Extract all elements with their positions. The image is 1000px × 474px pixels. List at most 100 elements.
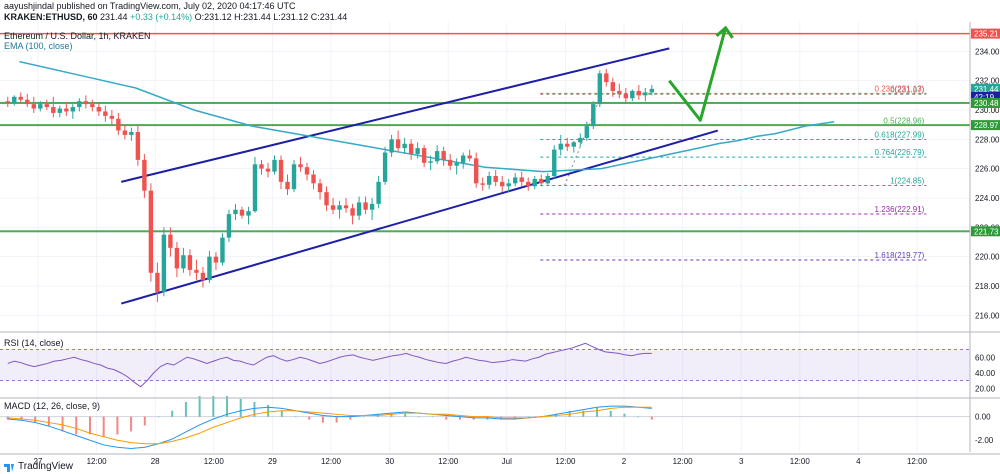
candle-body	[467, 155, 472, 159]
tradingview-icon	[4, 463, 14, 472]
macd-histogram-bar	[527, 416, 530, 418]
horizontal-levels	[0, 32, 970, 233]
x-tick-label: Jul	[502, 457, 512, 466]
candle-body	[500, 181, 505, 187]
candle-body	[558, 143, 563, 150]
candle-body	[174, 247, 180, 269]
macd-histogram-bar	[582, 410, 585, 417]
fib-level-label: 0.764(226.79)	[875, 148, 925, 157]
x-tick-label: 12:00	[204, 457, 225, 466]
projection-path	[668, 27, 728, 122]
candle-body	[142, 159, 147, 191]
candle-body	[519, 177, 524, 182]
brand-label: TradingView	[18, 461, 74, 472]
candle-body	[441, 151, 446, 160]
candle-body	[285, 181, 290, 190]
candle-body	[168, 234, 173, 248]
candle-body	[636, 90, 642, 96]
candle-body	[220, 237, 225, 263]
macd-histogram-bar	[445, 416, 448, 420]
macd-histogram-bar	[637, 416, 640, 418]
x-tick-label: 2	[622, 457, 627, 466]
y-tick-label: 228.00	[975, 135, 1000, 144]
price-tag-label: 230.48	[974, 99, 999, 108]
candle-body	[389, 139, 394, 153]
x-tick-label: 28	[151, 457, 160, 466]
tradingview-logo[interactable]: TradingView	[4, 461, 73, 472]
price-channel[interactable]	[120, 47, 719, 305]
fib-level-label: 1.618(219.77)	[875, 251, 925, 260]
candle-body	[584, 126, 589, 138]
candle-body	[83, 101, 89, 105]
candle-body	[64, 108, 69, 112]
candle-body	[109, 115, 115, 119]
macd-tick-label: 0.00	[975, 413, 991, 422]
price-change: +0.33 (+0.14%)	[130, 12, 193, 22]
candle-body	[649, 88, 655, 93]
rsi-tick-label: 20.00	[975, 384, 996, 393]
candle-body	[591, 104, 596, 127]
candle-body	[239, 209, 245, 216]
fib-level-label: 1.236(222.91)	[875, 205, 925, 214]
candle-body	[161, 234, 167, 292]
candle-body	[493, 176, 498, 182]
last-price: 231.44	[100, 12, 128, 22]
macd-histogram-bar	[75, 416, 78, 435]
macd-histogram-bar	[308, 416, 311, 420]
candle-body	[506, 183, 511, 187]
candle-body	[18, 96, 23, 100]
candle-body	[226, 214, 232, 238]
candlesticks	[5, 68, 655, 303]
candle-body	[343, 205, 349, 209]
price-tag-bg	[971, 83, 1000, 94]
macd-histogram-bar	[61, 416, 64, 432]
candle-body	[415, 148, 420, 154]
candle-body	[376, 181, 381, 204]
publisher-line: aayushjindal published on TradingView.co…	[4, 1, 296, 11]
macd-histogram-bar	[253, 401, 256, 417]
candle-body	[278, 159, 284, 182]
candle-body	[350, 208, 355, 216]
candle-body	[200, 272, 206, 281]
x-tick-label: 27	[34, 457, 43, 466]
horizontal-level	[0, 101, 970, 104]
signal-line	[7, 406, 652, 445]
price-tag-label: 231.44	[974, 85, 999, 94]
candle-body	[148, 190, 154, 273]
candle-body	[532, 178, 537, 187]
candle-body	[480, 183, 485, 185]
macd-histogram-bar	[431, 416, 434, 418]
candle-body	[486, 176, 492, 185]
macd-histogram-bar	[20, 416, 23, 420]
price-tag-label: 235.21	[974, 30, 999, 39]
candle-body	[311, 174, 316, 184]
candle-body	[643, 92, 648, 96]
candle-body	[181, 255, 186, 269]
macd-histogram-bar	[102, 416, 105, 438]
candle-body	[597, 73, 602, 105]
candle-body	[565, 143, 570, 147]
candle-body	[545, 176, 550, 184]
candle-body	[363, 202, 368, 210]
rsi-band	[0, 349, 970, 381]
rsi-legend: RSI (14, close)	[4, 338, 64, 348]
macd-histogram-bar	[404, 413, 407, 417]
x-tick-label: 12:00	[907, 457, 928, 466]
projection-arrows[interactable]	[668, 25, 734, 122]
macd-histogram-bar	[390, 413, 393, 417]
candle-body	[434, 151, 440, 162]
x-tick-label: 4	[856, 457, 861, 466]
macd-histogram-bar	[294, 416, 297, 418]
candle-body	[272, 159, 277, 172]
candle-body	[428, 161, 433, 163]
candle-body	[571, 142, 576, 147]
candle-body	[5, 101, 10, 103]
macd-histogram-bar	[34, 416, 37, 423]
y-tick-label: 234.00	[975, 47, 1000, 56]
candle-body	[77, 101, 82, 108]
candle-body	[44, 104, 49, 108]
candle-body	[369, 203, 375, 210]
candle-body	[57, 108, 63, 113]
